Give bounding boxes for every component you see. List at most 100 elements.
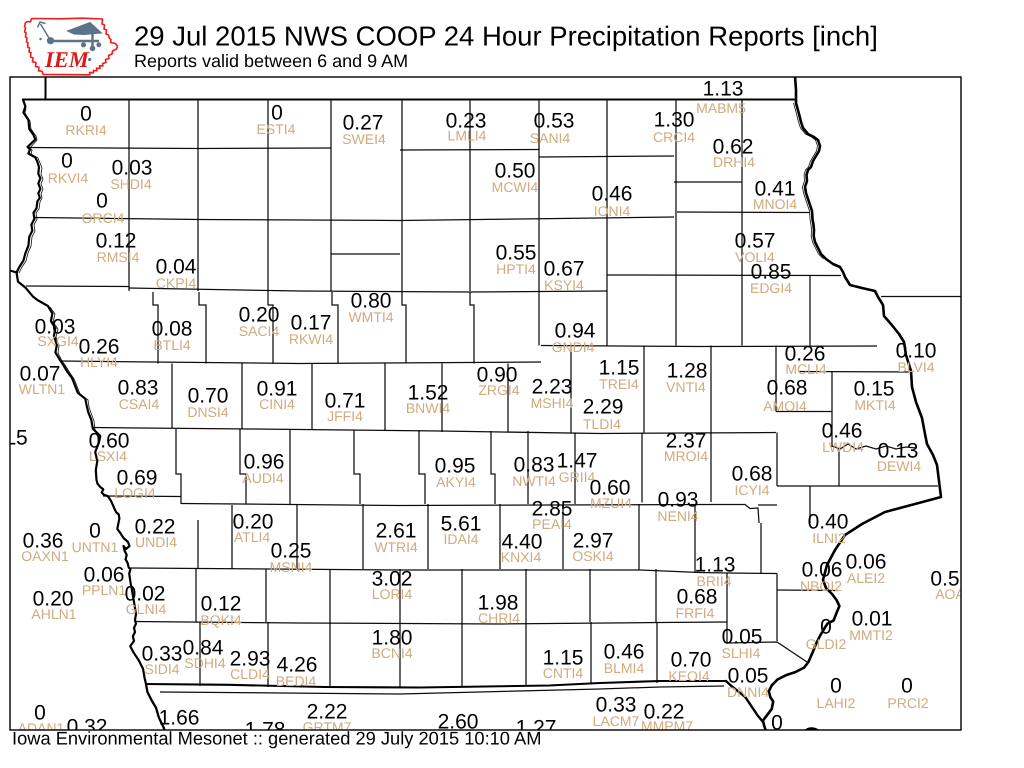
svg-text:0.26: 0.26 (79, 336, 120, 359)
svg-text:0.55: 0.55 (496, 242, 537, 265)
svg-text:LACM7: LACM7 (593, 713, 640, 729)
svg-text:ALEI2: ALEI2 (847, 570, 885, 586)
svg-text:MMTI2: MMTI2 (849, 627, 893, 643)
svg-text:CINI4: CINI4 (259, 396, 295, 412)
svg-text:UNTN1: UNTN1 (72, 539, 119, 555)
svg-text:29 Jul 2015 NWS COOP 24 Hour P: 29 Jul 2015 NWS COOP 24 Hour Precipitati… (134, 21, 878, 52)
svg-text:0.68: 0.68 (677, 586, 718, 609)
svg-text:0: 0 (271, 102, 283, 125)
svg-text:DNNI4: DNNI4 (727, 684, 769, 700)
svg-text:BCNI4: BCNI4 (371, 645, 412, 661)
svg-text:IDAI4: IDAI4 (443, 531, 478, 547)
svg-text:0.95: 0.95 (435, 455, 476, 478)
svg-text:0.03: 0.03 (35, 316, 76, 339)
svg-text:EDGI4: EDGI4 (750, 280, 792, 296)
svg-text:ADAN1: ADAN1 (18, 720, 65, 736)
svg-text:0.70: 0.70 (188, 385, 229, 408)
svg-text:0: 0 (96, 190, 108, 213)
svg-text:0.06: 0.06 (846, 551, 887, 574)
svg-text:0.17: 0.17 (291, 312, 332, 335)
svg-text:0.96: 0.96 (244, 451, 285, 474)
svg-text:LSXI4: LSXI4 (89, 448, 127, 464)
svg-text:5.61: 5.61 (441, 513, 482, 536)
svg-text:MMPM7: MMPM7 (641, 718, 693, 734)
svg-text:0.01: 0.01 (852, 608, 893, 631)
svg-text:2.37: 2.37 (666, 430, 707, 453)
svg-text:JFFI4: JFFI4 (327, 408, 363, 424)
svg-text:BQKI4: BQKI4 (200, 612, 241, 628)
svg-text:ICYI4: ICYI4 (734, 482, 769, 498)
svg-text:0.13: 0.13 (878, 440, 919, 463)
svg-text:MCWI4: MCWI4 (492, 179, 539, 195)
svg-text:RKRI4: RKRI4 (65, 122, 106, 138)
svg-text:0.26: 0.26 (785, 343, 826, 366)
svg-text:0.53: 0.53 (534, 110, 575, 133)
svg-text:TLDI4: TLDI4 (583, 416, 621, 432)
svg-text:IONI4: IONI4 (594, 203, 631, 219)
svg-text:MROI4: MROI4 (664, 448, 709, 464)
svg-text:MCLI4: MCLI4 (785, 361, 826, 377)
svg-text:4.40: 4.40 (502, 531, 543, 554)
svg-text:1.52: 1.52 (408, 382, 449, 405)
svg-text:0.83: 0.83 (118, 377, 159, 400)
svg-text:BRII4: BRII4 (696, 573, 731, 589)
svg-text:0.04: 0.04 (156, 256, 197, 279)
svg-text:0.22: 0.22 (644, 701, 685, 724)
svg-text:0.06: 0.06 (84, 564, 125, 587)
svg-text:0.02: 0.02 (125, 583, 166, 606)
svg-text:SLHI4: SLHI4 (722, 645, 761, 661)
svg-text:1.15: 1.15 (599, 357, 640, 380)
svg-text:0.12: 0.12 (96, 230, 137, 253)
svg-text:0.33: 0.33 (596, 694, 637, 717)
svg-text:ZRGI4: ZRGI4 (478, 382, 519, 398)
svg-text:0.05: 0.05 (722, 626, 763, 649)
svg-text:0: 0 (80, 103, 92, 126)
svg-text:LWDI4: LWDI4 (822, 439, 864, 455)
svg-text:KNXI4: KNXI4 (501, 549, 542, 565)
svg-text:LORI4: LORI4 (372, 586, 413, 602)
svg-text:0.60: 0.60 (590, 477, 631, 500)
svg-text:MNOI4: MNOI4 (753, 196, 798, 212)
svg-text:IEM: IEM (44, 47, 90, 72)
svg-text:MSNI4: MSNI4 (270, 559, 313, 575)
svg-text:LOGI4: LOGI4 (114, 485, 155, 501)
svg-text:0.83: 0.83 (514, 454, 555, 477)
svg-text:AHLN1: AHLN1 (31, 606, 76, 622)
svg-text:ESTI4: ESTI4 (257, 121, 296, 137)
svg-text:WTRI4: WTRI4 (374, 539, 418, 555)
svg-text:0.20: 0.20 (239, 304, 280, 327)
svg-text:LMLI4: LMLI4 (448, 128, 487, 144)
svg-text:0.90: 0.90 (477, 364, 518, 387)
svg-text:BTLI4: BTLI4 (153, 337, 191, 353)
svg-text:1.66: 1.66 (159, 707, 200, 730)
svg-text:CKPI4: CKPI4 (156, 275, 197, 291)
svg-text:VOLI4: VOLI4 (735, 249, 775, 265)
svg-text:0.20: 0.20 (33, 588, 74, 611)
svg-text:0.84: 0.84 (183, 637, 224, 660)
svg-text:BLVI4: BLVI4 (897, 359, 934, 375)
svg-text:0.07: 0.07 (20, 363, 61, 386)
svg-text:PPLN1: PPLN1 (82, 582, 127, 598)
svg-text:HLYI4: HLYI4 (80, 354, 118, 370)
svg-text:MSHI4: MSHI4 (531, 395, 574, 411)
svg-text:0.10: 0.10 (896, 340, 937, 363)
svg-text:BNWI4: BNWI4 (406, 400, 451, 416)
svg-text:DNSI4: DNSI4 (187, 404, 228, 420)
svg-text:GLNI4: GLNI4 (126, 601, 167, 617)
svg-text:0: 0 (830, 675, 842, 698)
svg-text:0.85: 0.85 (751, 261, 792, 284)
svg-text:HPTI4: HPTI4 (496, 261, 536, 277)
svg-text:0.33: 0.33 (142, 643, 183, 666)
svg-text:SACI4: SACI4 (239, 323, 280, 339)
svg-text:0.40: 0.40 (808, 511, 849, 534)
svg-text:2.97: 2.97 (573, 530, 614, 553)
svg-text:CHRI4: CHRI4 (478, 610, 520, 626)
svg-text:NBOI2: NBOI2 (800, 578, 842, 594)
svg-text:0.27: 0.27 (343, 112, 384, 135)
svg-text:0.06: 0.06 (802, 559, 843, 582)
svg-text:0.08: 0.08 (152, 318, 193, 341)
svg-text:0.46: 0.46 (592, 183, 633, 206)
svg-text:GRTM7: GRTM7 (303, 719, 352, 735)
svg-text:RKVI4: RKVI4 (48, 170, 89, 186)
svg-text:CNTI4: CNTI4 (543, 665, 584, 681)
